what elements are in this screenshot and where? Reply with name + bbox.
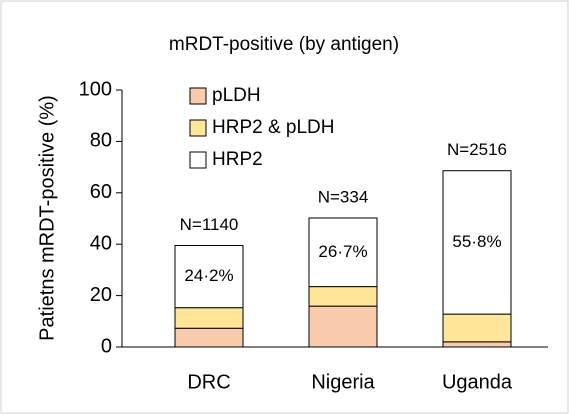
- bar-segment: [308, 217, 378, 288]
- n-label: N=2516: [447, 140, 507, 159]
- y-axis-label: Patietns mRDT-positive (%): [36, 95, 58, 341]
- legend-swatch: [189, 87, 207, 105]
- x-tick-label: DRC: [187, 371, 230, 393]
- y-tick-label: 60: [90, 181, 112, 203]
- y-tick-label: 100: [79, 78, 112, 100]
- legend-label: pLDH: [212, 85, 261, 106]
- legend-label: HRP2 & pLDH: [212, 117, 335, 138]
- bar-segment: [442, 313, 512, 343]
- bar-segment: [174, 244, 244, 309]
- n-label: N=334: [318, 187, 369, 206]
- bar-segment: [442, 341, 512, 348]
- value-label: 24·2%: [184, 266, 233, 285]
- legend-swatch: [189, 119, 207, 137]
- value-label: 26·7%: [318, 242, 367, 261]
- y-tick-label: 20: [90, 284, 112, 306]
- x-tick-label: Uganda: [442, 371, 513, 393]
- bar-segment: [442, 170, 512, 315]
- y-tick-label: 40: [90, 232, 112, 254]
- value-label: 55·8%: [452, 232, 501, 251]
- chart-title: mRDT-positive (by antigen): [169, 34, 399, 55]
- bar-segment: [308, 286, 378, 307]
- legend-label: HRP2: [212, 149, 263, 170]
- bar-segment: [308, 305, 378, 348]
- bar-segment: [174, 327, 244, 348]
- x-tick-label: Nigeria: [311, 371, 375, 393]
- bar-segment: [174, 307, 244, 329]
- n-label: N=1140: [180, 215, 239, 234]
- y-tick-label: 80: [90, 130, 112, 152]
- y-tick-label: 0: [101, 335, 112, 357]
- legend-swatch: [189, 151, 207, 169]
